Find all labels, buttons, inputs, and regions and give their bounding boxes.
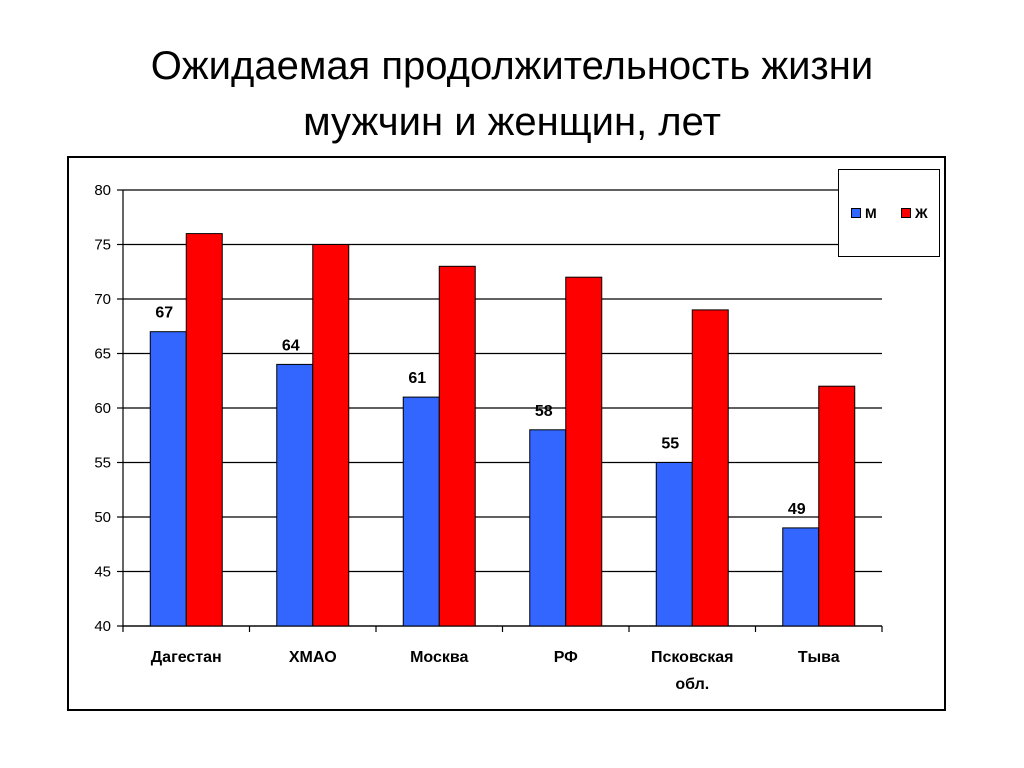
bar-female [312, 244, 350, 627]
bar-male [529, 429, 567, 627]
bar-male [655, 462, 693, 627]
chart-frame [67, 156, 946, 711]
y-tick-label: 45 [94, 564, 111, 581]
bar-male [276, 363, 314, 627]
y-tick-label: 65 [94, 346, 111, 363]
slide-title: Ожидаемая продолжительность жизни мужчин… [0, 38, 1024, 150]
y-tick-label: 70 [94, 291, 111, 308]
category-label: обл. [675, 676, 709, 693]
legend-swatch-female [901, 208, 911, 218]
title-line-1: Ожидаемая продолжительность жизни [150, 44, 874, 88]
bar-female [565, 276, 603, 627]
y-tick-label: 60 [94, 400, 111, 417]
chart-legend: М Ж [838, 169, 940, 257]
category-label: Дагестан [151, 649, 222, 666]
category-label: Тыва [798, 649, 840, 666]
data-label: 61 [408, 370, 426, 387]
category-label: РФ [554, 649, 578, 666]
y-tick-label: 40 [94, 618, 111, 635]
bar-male [402, 396, 440, 627]
bar-male [782, 527, 820, 627]
data-label: 55 [661, 436, 679, 453]
legend-label-male: М [865, 205, 877, 221]
y-tick-label: 55 [94, 455, 111, 472]
legend-item-female: Ж [901, 205, 928, 221]
legend-label-female: Ж [915, 205, 928, 221]
category-label: Псковская [651, 649, 734, 666]
y-tick-label: 50 [94, 509, 111, 526]
bar-female [818, 385, 856, 627]
data-label: 58 [535, 403, 553, 420]
legend-swatch-male [851, 208, 861, 218]
title-line-2: мужчин и женщин, лет [303, 100, 721, 144]
y-tick-label: 80 [94, 182, 111, 199]
category-label: ХМАО [289, 649, 337, 666]
bar-female [185, 233, 223, 627]
data-label: 49 [788, 501, 806, 518]
data-label: 67 [155, 305, 173, 322]
y-tick-label: 75 [94, 237, 111, 254]
bar-female [691, 309, 729, 627]
legend-item-male: М [851, 205, 877, 221]
bar-female [438, 265, 476, 627]
category-label: Москва [410, 649, 468, 666]
data-label: 64 [282, 337, 300, 354]
bar-male [149, 331, 187, 627]
